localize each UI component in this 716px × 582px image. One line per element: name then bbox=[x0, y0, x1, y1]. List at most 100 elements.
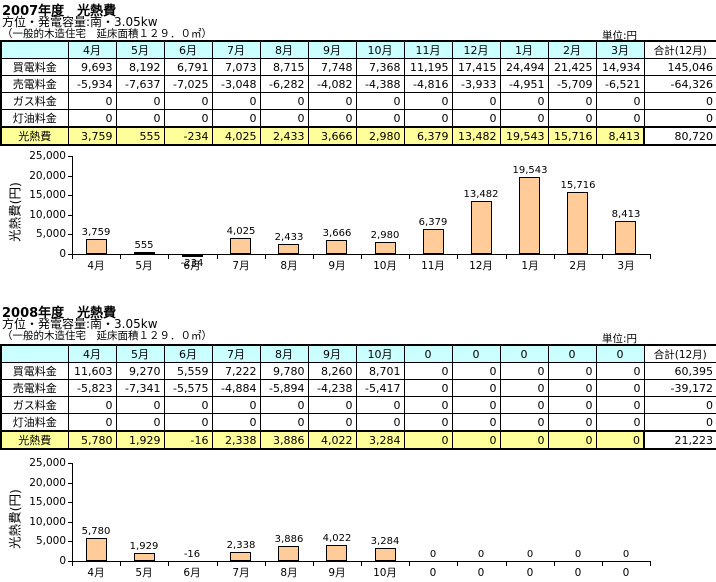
value-cell: 0 bbox=[547, 362, 597, 380]
bar-value-label: 8,413 bbox=[611, 209, 641, 220]
value-cell: 0 bbox=[211, 396, 261, 414]
section-title-2007: 2007年度 光熱費 bbox=[2, 4, 117, 19]
row-label: 買電料金 bbox=[0, 58, 69, 76]
value-cell: 8,413 bbox=[595, 126, 645, 146]
section-subtitle-2008: 方位・発電容量:南・3.05kw bbox=[2, 317, 158, 331]
y-axis-tick bbox=[68, 176, 72, 177]
value-cell: 0 bbox=[403, 109, 453, 128]
x-axis-tick bbox=[361, 255, 362, 259]
value-cell: 19,543 bbox=[499, 126, 549, 146]
table-row: 光熱費 3,759 555 -234 4,025 2,433 3,666 2,980 6,379… bbox=[0, 126, 716, 146]
category-label: 7月 bbox=[232, 260, 250, 272]
value-cell: 0 bbox=[403, 430, 453, 450]
value-cell: 3,759 bbox=[67, 126, 117, 146]
value-cell: -5,575 bbox=[163, 379, 213, 397]
cost-table-2008: 4月 5月 6月 7月 8月 9月 10月 0 0 0 0 0 合計(12月) 買電料金 11,603 9,2… bbox=[0, 344, 716, 450]
value-cell: 0 bbox=[451, 396, 501, 414]
bar bbox=[278, 244, 299, 254]
value-cell: 0 bbox=[67, 92, 117, 110]
row-label: ガス料金 bbox=[0, 92, 69, 110]
value-cell: 0 bbox=[259, 109, 309, 128]
value-cell: 0 bbox=[307, 92, 357, 110]
x-axis-tick bbox=[120, 562, 121, 566]
value-cell: 0 bbox=[547, 92, 597, 110]
category-label: 0 bbox=[526, 567, 534, 579]
month-header: 0 bbox=[451, 344, 501, 363]
y-tick-label: 25,000 bbox=[29, 457, 66, 469]
value-cell: 0 bbox=[307, 109, 357, 128]
value-cell: -4,388 bbox=[355, 75, 405, 93]
y-tick-label: 5,000 bbox=[35, 535, 66, 547]
value-cell: -5,894 bbox=[259, 379, 309, 397]
bar bbox=[471, 201, 492, 254]
value-cell: 0 bbox=[115, 109, 165, 128]
month-header: 8月 bbox=[259, 40, 309, 59]
value-cell: 8,192 bbox=[115, 58, 165, 76]
value-cell: 0 bbox=[547, 396, 597, 414]
month-header: 9月 bbox=[307, 40, 357, 59]
value-cell: -4,816 bbox=[403, 75, 453, 93]
y-axis-tick bbox=[68, 463, 72, 464]
month-header: 7月 bbox=[211, 40, 261, 59]
value-cell: 0 bbox=[403, 362, 453, 380]
value-cell: 0 bbox=[499, 430, 549, 450]
section-note-2008: （一般的木造住宅 延床面積１２９．０㎡） bbox=[2, 330, 212, 342]
bar bbox=[567, 192, 588, 254]
row-label: 売電料金 bbox=[0, 379, 69, 397]
y-tick-label: 10,000 bbox=[29, 209, 66, 221]
total-header: 合計(12月) bbox=[643, 344, 716, 363]
category-label: 0 bbox=[477, 567, 485, 579]
y-tick-label: 20,000 bbox=[29, 170, 66, 182]
value-cell: 4,022 bbox=[307, 430, 357, 450]
month-header: 0 bbox=[499, 344, 549, 363]
total-header: 合計(12月) bbox=[643, 40, 716, 59]
value-cell: 8,701 bbox=[355, 362, 405, 380]
table-corner-cell bbox=[0, 344, 69, 363]
x-axis-tick bbox=[457, 255, 458, 259]
value-cell: -3,933 bbox=[451, 75, 501, 93]
value-cell: 555 bbox=[115, 126, 165, 146]
bar-value-label: 0 bbox=[526, 549, 534, 560]
y-tick-label: 0 bbox=[59, 248, 66, 260]
x-axis-tick bbox=[554, 562, 555, 566]
value-cell: -7,025 bbox=[163, 75, 213, 93]
row-label: 灯油料金 bbox=[0, 413, 69, 432]
value-cell: 0 bbox=[115, 92, 165, 110]
x-axis-tick bbox=[265, 562, 266, 566]
row-label: 光熱費 bbox=[0, 430, 69, 450]
y-axis-tick bbox=[68, 522, 72, 523]
value-cell: -7,341 bbox=[115, 379, 165, 397]
value-cell: 0 bbox=[259, 396, 309, 414]
bar bbox=[230, 238, 251, 254]
value-cell: -7,637 bbox=[115, 75, 165, 93]
x-axis-tick bbox=[650, 255, 651, 259]
bar-value-label: 0 bbox=[622, 549, 630, 560]
value-cell: 0 bbox=[355, 109, 405, 128]
x-axis-tick bbox=[72, 562, 73, 566]
y-axis-tick bbox=[68, 541, 72, 542]
category-label: 9月 bbox=[328, 567, 346, 579]
bar bbox=[375, 242, 396, 254]
category-label: 8月 bbox=[280, 260, 298, 272]
bar-value-label: 2,980 bbox=[370, 230, 400, 241]
bar-value-label: 4,025 bbox=[226, 226, 256, 237]
table-row: 光熱費 5,780 1,929 -16 2,338 3,886 4,022 3,284 0 0 0 0… bbox=[0, 430, 716, 450]
x-axis-tick bbox=[217, 562, 218, 566]
value-cell: 0 bbox=[451, 362, 501, 380]
x-axis-line bbox=[72, 561, 651, 562]
value-cell: -6,521 bbox=[595, 75, 645, 93]
bar bbox=[134, 553, 155, 561]
value-cell: 0 bbox=[67, 109, 117, 128]
value-cell: 2,338 bbox=[211, 430, 261, 450]
value-cell: 0 bbox=[451, 430, 501, 450]
value-cell: -5,417 bbox=[355, 379, 405, 397]
x-axis-tick bbox=[409, 562, 410, 566]
x-axis-tick bbox=[72, 255, 73, 259]
y-axis-line bbox=[72, 156, 73, 255]
x-axis-tick bbox=[313, 562, 314, 566]
value-cell: 0 bbox=[595, 413, 645, 432]
month-header: 3月 bbox=[595, 40, 645, 59]
y-axis-tick bbox=[68, 156, 72, 157]
bar-value-label: 0 bbox=[429, 549, 437, 560]
